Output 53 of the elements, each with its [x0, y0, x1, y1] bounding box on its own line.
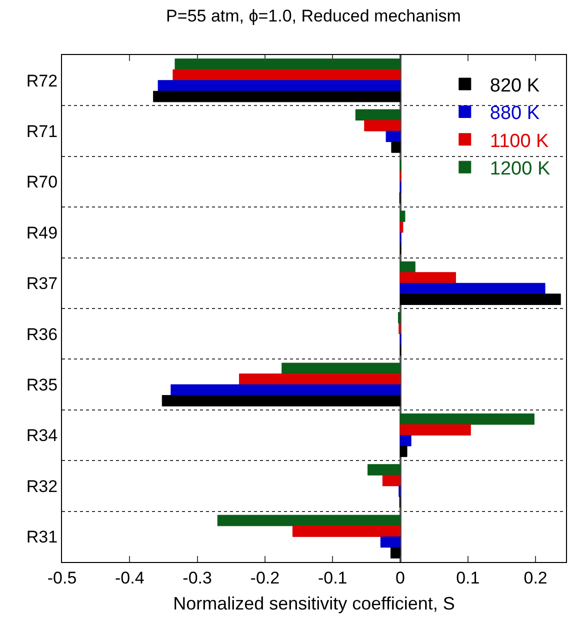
y-tick-label: R32: [26, 476, 58, 496]
y-tick-label: R71: [26, 122, 58, 141]
legend-label: 1100 K: [490, 130, 550, 152]
bar: [282, 362, 401, 374]
bar: [382, 474, 401, 486]
bar: [398, 312, 401, 324]
bar: [368, 464, 401, 476]
y-tick-label: R72: [26, 71, 58, 90]
legend-label: 880 K: [490, 103, 540, 124]
bar: [400, 282, 546, 294]
y-tick-label: R37: [26, 274, 58, 294]
bar: [174, 58, 401, 70]
bar: [153, 90, 401, 102]
bar: [400, 413, 534, 425]
bar: [400, 210, 406, 222]
bar: [400, 435, 412, 446]
x-tick-label: -0.1: [318, 568, 348, 588]
bar: [217, 514, 401, 526]
bar: [162, 395, 401, 406]
bar: [400, 294, 561, 305]
bar: [400, 221, 404, 233]
y-tick-label: R31: [26, 528, 58, 547]
bar: [400, 446, 408, 458]
y-tick-label: R36: [26, 324, 58, 344]
y-tick-label: R49: [26, 223, 58, 242]
x-tick-label: -0.5: [47, 568, 77, 588]
x-tick-label: -0.2: [250, 568, 280, 588]
bar: [390, 547, 401, 558]
bar: [386, 130, 401, 142]
legend-label: 1200 K: [490, 158, 550, 180]
bar: [355, 109, 401, 121]
x-tick-label: 0.2: [524, 568, 548, 588]
x-tick-label: -0.3: [182, 568, 212, 588]
legend-label: 820 K: [490, 75, 540, 96]
x-tick-label: 0.1: [456, 568, 480, 588]
y-tick-label: R70: [26, 172, 58, 192]
bar: [292, 526, 401, 537]
chart-title: P=55 atm, ϕ=1.0, Reduced mechanism: [166, 6, 461, 26]
x-axis-title: Normalized sensitivity coefficient, S: [173, 594, 455, 614]
bar: [172, 69, 401, 81]
bar: [400, 272, 456, 284]
y-tick-label: R34: [26, 426, 58, 446]
bar: [170, 384, 401, 396]
y-tick-label: R35: [26, 376, 58, 394]
bar: [391, 142, 401, 153]
x-tick-label: 0: [396, 568, 405, 588]
x-tick-label: -0.4: [115, 568, 144, 588]
bar: [380, 536, 401, 548]
bar: [364, 120, 401, 132]
bar: [239, 374, 401, 385]
bar: [400, 424, 471, 436]
bar: [400, 261, 416, 273]
bar: [158, 80, 401, 92]
